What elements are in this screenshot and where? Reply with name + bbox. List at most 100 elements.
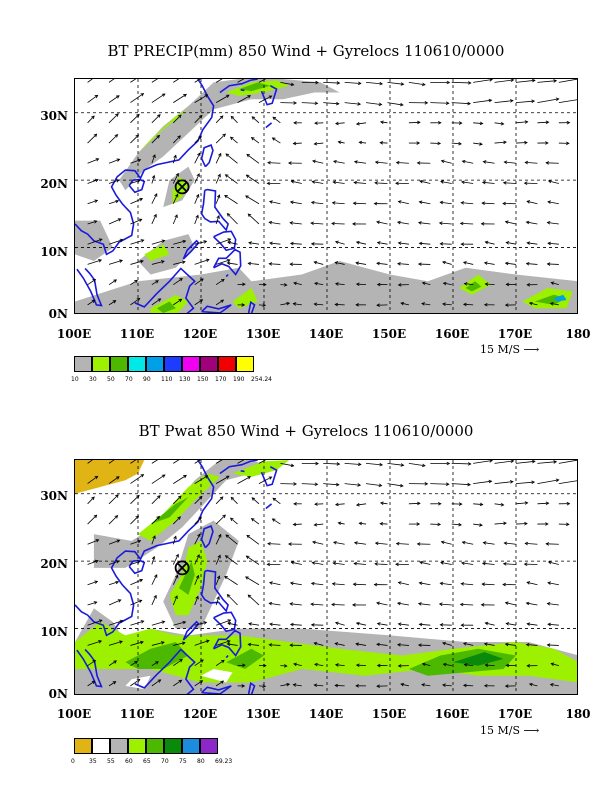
wind-arrow — [215, 194, 220, 204]
wind-arrow-head — [331, 602, 335, 607]
panel2-y-label: 0N — [48, 687, 68, 701]
wind-arrow — [366, 102, 382, 106]
wind-arrow-head — [445, 101, 450, 105]
wind-arrow — [173, 261, 185, 265]
panel2-y-label: 20N — [40, 557, 68, 571]
wind-arrow — [354, 161, 367, 164]
wind-arrow-head — [357, 462, 362, 467]
wind-arrow — [419, 623, 431, 626]
wind-arrow-head — [458, 522, 462, 527]
wind-arrow-head — [376, 663, 381, 668]
wind-arrow-head — [293, 101, 297, 105]
wind-arrow — [293, 303, 302, 306]
wind-arrow — [548, 180, 559, 184]
wind-arrow-head — [175, 193, 179, 198]
wind-arrow-head — [247, 642, 252, 647]
wind-arrow-head — [421, 683, 425, 687]
wind-arrow — [251, 497, 260, 505]
wind-arrow-head — [221, 278, 225, 283]
wind-arrow — [173, 475, 187, 484]
wind-arrow-head — [510, 460, 515, 463]
x-axis-label: 180 — [565, 707, 591, 721]
colorbar-swatch — [110, 356, 128, 372]
wind-arrow-head — [439, 581, 444, 586]
wind-arrow — [290, 603, 302, 606]
wind-arrow — [421, 684, 431, 687]
wind-arrow-head — [545, 522, 549, 526]
wind-arrow — [108, 134, 118, 144]
wind-arrow-head — [136, 297, 141, 302]
wind-arrow — [87, 238, 102, 245]
colorbar-label: 190 — [233, 376, 245, 383]
wind-arrow — [515, 121, 528, 124]
wind-arrow — [494, 503, 504, 506]
colorbar-label: 70 — [125, 376, 133, 383]
wind-arrow — [130, 159, 141, 164]
colorbar-label: 35 — [89, 758, 97, 765]
wind-arrow-head — [247, 95, 252, 99]
x-axis-label: 170E — [497, 327, 533, 341]
wind-arrow — [108, 179, 120, 184]
wind-arrow-head — [547, 200, 551, 204]
wind-arrow-head — [289, 622, 294, 627]
wind-arrow — [293, 142, 302, 144]
wind-arrow — [558, 480, 577, 484]
wind-arrow — [537, 80, 557, 83]
wind-arrow — [248, 643, 260, 646]
wind-arrow — [515, 481, 535, 484]
wind-arrow-head — [289, 221, 294, 225]
wind-arrow — [194, 640, 210, 646]
wind-arrow-head — [399, 102, 404, 107]
wind-arrow — [130, 180, 140, 184]
wind-arrow — [461, 562, 474, 565]
wind-arrow — [506, 622, 517, 626]
wind-arrow-head — [442, 302, 446, 306]
wind-arrow-head — [502, 562, 507, 566]
wind-arrow — [87, 179, 99, 184]
wind-arrow-head — [440, 561, 444, 565]
wind-arrow — [485, 241, 495, 245]
panel2-y-label: 10N — [40, 625, 68, 639]
wind-arrow-head — [358, 521, 363, 526]
wind-arrow — [376, 602, 388, 606]
wind-arrow — [355, 643, 367, 646]
wind-arrow-head — [227, 238, 232, 242]
wind-arrow — [108, 239, 123, 245]
wind-arrow — [172, 575, 179, 585]
coastline — [134, 267, 196, 313]
wind-arrow-head — [376, 241, 381, 245]
wind-arrow — [515, 502, 528, 505]
wind-arrow-head — [247, 213, 252, 218]
wind-arrow — [430, 102, 449, 104]
wind-arrow — [529, 302, 538, 306]
wind-arrow-head — [510, 79, 515, 82]
x-axis-label: 110E — [119, 327, 155, 341]
x-axis-label: 140E — [308, 327, 344, 341]
wind-arrow-head — [331, 221, 335, 226]
wind-arrow-head — [175, 553, 179, 558]
wind-arrow — [227, 594, 238, 606]
wind-arrow-head — [155, 280, 159, 284]
wind-arrow — [463, 684, 474, 687]
wind-arrow-head — [248, 622, 252, 626]
wind-arrow-head — [397, 283, 402, 287]
wind-arrow — [460, 222, 474, 225]
wind-arrow-head — [352, 582, 357, 587]
wind-arrow — [473, 99, 492, 103]
wind-arrow-head — [262, 303, 267, 307]
wind-arrow-head — [182, 239, 187, 244]
wind-arrow — [130, 79, 137, 83]
wind-arrow — [526, 602, 538, 606]
wind-arrow-head — [483, 261, 488, 265]
colorbar-label: 80 — [197, 758, 205, 765]
precip-region — [75, 460, 145, 494]
wind-arrow-head — [218, 533, 222, 538]
wind-arrow-head — [484, 663, 489, 667]
wind-arrow-head — [482, 541, 487, 545]
wind-arrow-head — [504, 684, 509, 688]
wind-arrow-head — [479, 121, 484, 126]
wind-arrow — [356, 503, 367, 506]
wind-arrow-head — [286, 682, 291, 687]
wind-arrow-head — [440, 159, 445, 164]
wind-arrow-head — [92, 659, 97, 664]
